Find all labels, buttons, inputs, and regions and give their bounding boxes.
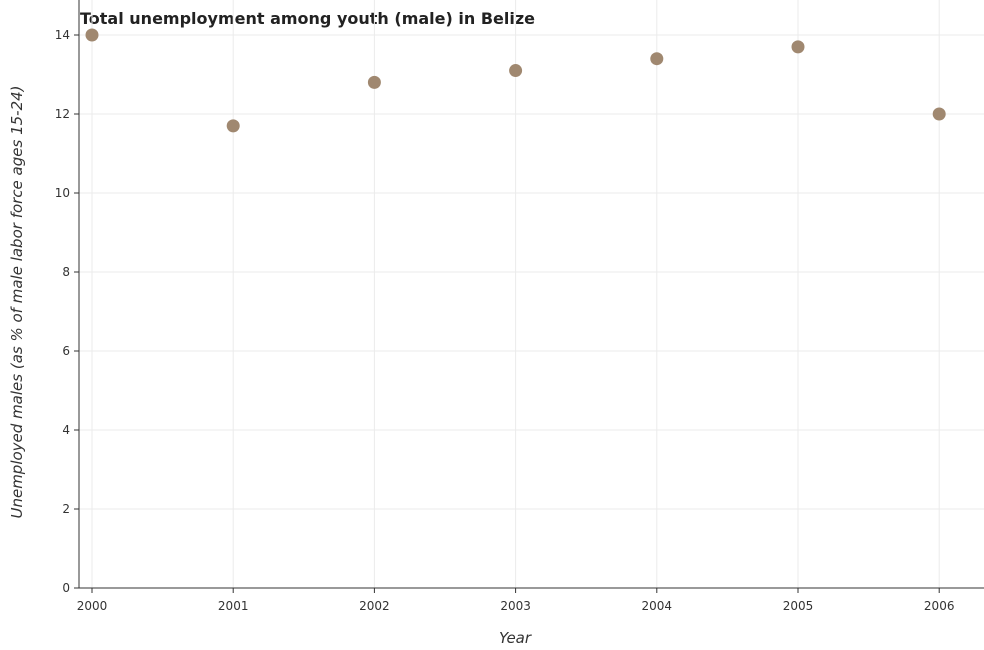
x-ticks: 2000 2001 2002 2003 2004 2005 2006	[77, 588, 955, 613]
x-tick-label: 2000	[77, 599, 108, 613]
x-tick-label: 2001	[218, 599, 249, 613]
x-tick-label: 2002	[359, 599, 390, 613]
x-tick-label: 2006	[924, 599, 955, 613]
x-tick-label: 2003	[500, 599, 531, 613]
y-tick-label: 0	[62, 581, 70, 595]
data-point	[226, 119, 240, 133]
data-point	[367, 75, 381, 89]
x-tick-label: 2005	[783, 599, 814, 613]
x-tick-label: 2004	[642, 599, 673, 613]
grid	[79, 0, 984, 589]
y-tick-label: 8	[62, 265, 70, 279]
y-ticks: 0 2 4 6 8 10 12 14	[55, 28, 79, 595]
data-points	[85, 28, 946, 133]
y-tick-label: 10	[55, 186, 70, 200]
data-point	[932, 107, 946, 121]
y-tick-label: 14	[55, 28, 70, 42]
data-point	[85, 28, 99, 42]
axes	[78, 0, 984, 589]
y-tick-label: 4	[62, 423, 70, 437]
y-tick-label: 2	[62, 502, 70, 516]
y-axis-label: Unemployed males (as % of male labor for…	[8, 85, 26, 518]
data-point	[509, 64, 523, 78]
data-point	[791, 40, 805, 54]
x-axis-label: Year	[499, 629, 532, 647]
chart-title: Total unemployment among youth (male) in…	[80, 9, 535, 28]
y-tick-label: 12	[55, 107, 70, 121]
data-point	[650, 52, 664, 66]
y-tick-label: 6	[62, 344, 70, 358]
